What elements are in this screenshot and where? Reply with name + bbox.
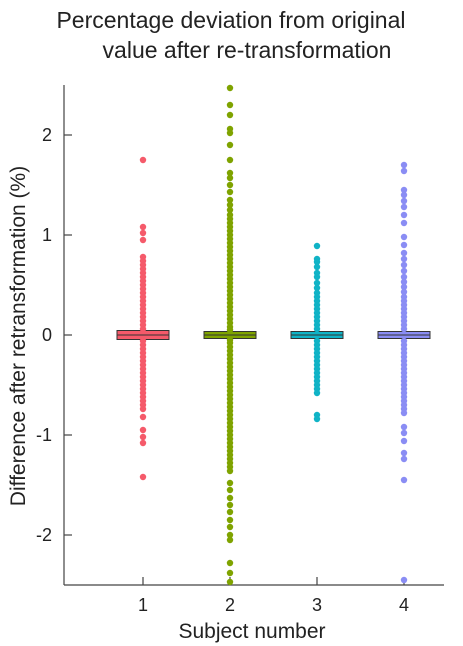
outlier-point	[226, 467, 234, 475]
outlier-point	[226, 516, 234, 524]
outlier-point	[400, 283, 408, 291]
outlier-point	[313, 325, 321, 333]
outlier-point	[139, 236, 147, 244]
outlier-point	[400, 249, 408, 257]
outlier-points	[139, 84, 408, 586]
outlier-point	[226, 559, 234, 567]
outlier-point	[139, 405, 147, 413]
outlier-point	[313, 258, 321, 266]
x-tick-label: 2	[225, 595, 235, 615]
outlier-point	[226, 181, 234, 189]
outlier-point	[226, 578, 234, 586]
x-axis-label: Subject number	[178, 620, 325, 643]
outlier-point	[226, 141, 234, 149]
outlier-point	[139, 426, 147, 434]
outlier-point	[313, 279, 321, 287]
outlier-point	[226, 523, 234, 531]
chart-title-line-1: Percentage deviation from original	[56, 7, 405, 33]
outlier-point	[400, 219, 408, 227]
outlier-point	[226, 201, 234, 209]
outlier-point	[400, 261, 408, 269]
outlier-point	[139, 325, 147, 333]
outlier-point	[139, 439, 147, 447]
outlier-point	[226, 501, 234, 509]
outlier-point	[400, 191, 408, 199]
outlier-point	[226, 156, 234, 164]
outlier-point	[226, 169, 234, 177]
outlier-point	[400, 161, 408, 169]
outlier-point	[226, 326, 234, 334]
outlier-point	[226, 486, 234, 494]
outlier-point	[400, 197, 408, 205]
y-tick-label: 1	[42, 225, 52, 245]
outlier-point	[226, 111, 234, 119]
y-tick-label: 0	[42, 325, 52, 345]
outlier-point	[313, 284, 321, 292]
outlier-point	[139, 413, 147, 421]
outlier-point	[400, 325, 408, 333]
outlier-point	[313, 242, 321, 250]
outlier-point	[400, 476, 408, 484]
outlier-point	[400, 288, 408, 296]
outlier-point	[400, 241, 408, 249]
outlier-point	[226, 569, 234, 577]
outlier-point	[226, 494, 234, 502]
outlier-point	[400, 437, 408, 445]
outlier-point	[400, 273, 408, 281]
outlier-point	[139, 433, 147, 441]
outlier-point	[226, 536, 234, 544]
outlier-point	[139, 473, 147, 481]
y-tick-label: -2	[36, 525, 52, 545]
outlier-point	[400, 423, 408, 431]
outlier-point	[400, 409, 408, 417]
outlier-point	[400, 429, 408, 437]
outlier-point	[400, 576, 408, 584]
y-tick-label: -1	[36, 425, 52, 445]
outlier-point	[226, 531, 234, 539]
outlier-point	[400, 211, 408, 219]
chart-title-line-2: value after re-transformation	[103, 37, 392, 63]
outlier-point	[139, 156, 147, 164]
outlier-point	[139, 223, 147, 231]
axes: 2 1 0 -1 -2 1 2 3 4	[36, 85, 444, 615]
outlier-point	[226, 188, 234, 196]
outlier-point	[400, 167, 408, 175]
outlier-point	[226, 84, 234, 92]
x-tick-label: 1	[138, 595, 148, 615]
outlier-point	[400, 278, 408, 286]
outlier-point	[313, 389, 321, 397]
y-tick-label: 2	[42, 125, 52, 145]
outlier-point	[400, 233, 408, 241]
outlier-point	[226, 174, 234, 182]
outlier-point	[400, 255, 408, 263]
outlier-point	[313, 273, 321, 281]
outlier-point	[400, 267, 408, 275]
outlier-point	[139, 229, 147, 237]
outlier-point	[226, 508, 234, 516]
outlier-point	[400, 203, 408, 211]
outlier-point	[400, 449, 408, 457]
outlier-point	[313, 263, 321, 271]
y-axis-label: Difference after retransformation (%)	[7, 166, 30, 506]
outlier-point	[400, 455, 408, 463]
outlier-point	[226, 479, 234, 487]
outlier-point	[313, 415, 321, 423]
outlier-point	[226, 206, 234, 214]
outlier-point	[400, 186, 408, 194]
boxes	[116, 330, 431, 340]
outlier-point	[226, 101, 234, 109]
x-tick-label: 4	[399, 595, 409, 615]
x-tick-label: 3	[312, 595, 322, 615]
outlier-point	[226, 129, 234, 137]
outlier-point	[226, 196, 234, 204]
